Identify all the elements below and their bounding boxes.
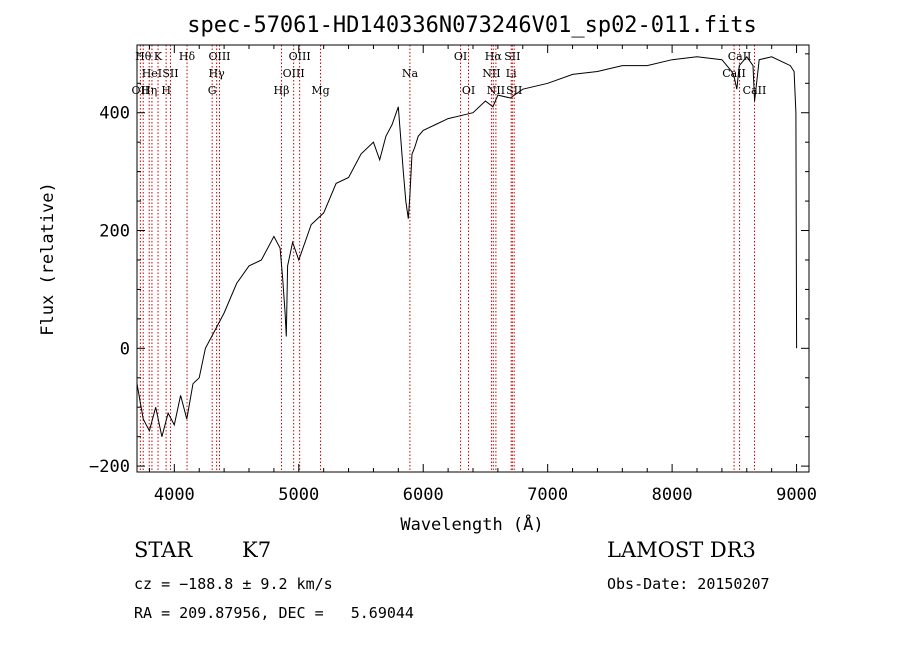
line-label-12: OIII: [283, 67, 305, 80]
x-tick-label-4: 8000: [652, 485, 693, 505]
spectrum-line: [136, 55, 798, 437]
observation-date: Obs-Date: 20150207: [607, 575, 770, 593]
y-tick-label-3: 400: [99, 104, 130, 124]
line-label-3: HeI: [142, 67, 162, 80]
line-label-13: OIII: [289, 50, 311, 63]
line-label-4: K: [154, 50, 163, 63]
chart-title: spec-57061-HD140336N073246V01_sp02-011.f…: [187, 13, 757, 38]
x-axis-ticks: 4000 5000 6000 7000 8000 9000: [148, 45, 817, 505]
line-label-17: OI: [462, 84, 475, 97]
line-markers: [139, 45, 755, 472]
line-label-10: OIII: [208, 50, 230, 63]
plot-frame: [136, 44, 810, 473]
x-tick-label-1: 5000: [278, 485, 319, 505]
y-tick-label-2: 200: [99, 222, 130, 242]
x-axis-label: Wavelength (Å): [400, 513, 543, 535]
line-label-0: OII: [132, 84, 150, 97]
line-label-16: OI: [454, 50, 467, 63]
line-label-11: Hβ: [274, 84, 290, 97]
coordinates: RA = 209.87956, DEC = 5.69044: [134, 604, 414, 622]
object-class: STAR: [134, 538, 193, 562]
y-axis-label: Flux (relative): [38, 182, 58, 336]
line-label-21: Li: [506, 67, 517, 80]
y-tick-label-1: 0: [120, 339, 130, 359]
redshift-velocity: cz = −188.8 ± 9.2 km/s: [134, 575, 333, 593]
line-label-22: SII: [504, 50, 520, 63]
line-label-9: Hγ: [209, 67, 226, 80]
y-tick-label-0: −200: [89, 457, 130, 477]
line-label-7: Hδ: [179, 50, 196, 63]
object-subclass: K7: [242, 538, 272, 562]
x-tick-label-3: 7000: [527, 485, 568, 505]
line-label-23: SII: [506, 84, 522, 97]
line-label-24: CaII: [722, 67, 746, 80]
x-tick-label-0: 4000: [154, 485, 195, 505]
line-label-6: SII: [162, 67, 178, 80]
line-label-1: Hθ: [135, 50, 152, 63]
line-label-2: Hη: [141, 84, 157, 97]
line-label-5: H: [161, 84, 171, 97]
line-label-14: Mg: [311, 84, 329, 97]
line-label-25: CaII: [728, 50, 752, 63]
y-axis-ticks: −200 0 200 400: [89, 53, 809, 477]
line-label-19: Hα: [485, 50, 503, 63]
x-tick-label-2: 6000: [403, 485, 444, 505]
line-label-18: NII: [482, 67, 500, 80]
x-tick-label-5: 9000: [776, 485, 817, 505]
line-label-8: G: [208, 84, 217, 97]
survey-name: LAMOST DR3: [607, 538, 756, 562]
line-label-15: Na: [402, 67, 419, 80]
line-labels: OIIHθHηHeIKHSIIHδGHγOIIIHβOIIIOIIIMgNaOI…: [132, 50, 767, 97]
line-label-20: NII: [487, 84, 505, 97]
